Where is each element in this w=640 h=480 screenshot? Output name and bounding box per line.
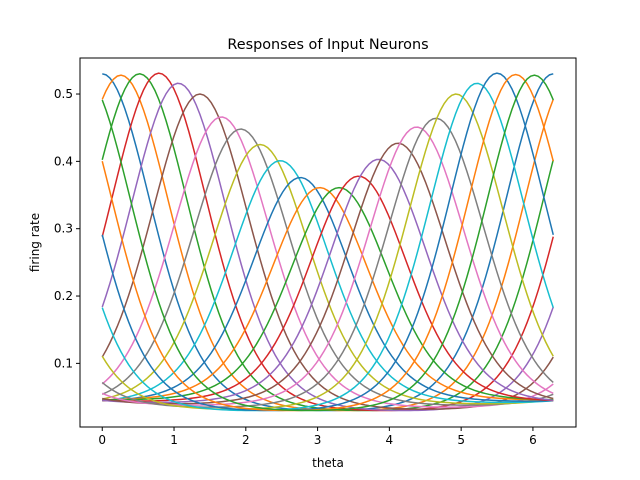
x-tick-label: 4: [386, 433, 394, 447]
series-line-11: [102, 176, 554, 402]
series-line-13: [102, 186, 554, 401]
series-line-14: [102, 175, 554, 402]
x-tick-label: 6: [529, 433, 537, 447]
series-line-19: [101, 93, 554, 410]
y-tick-label: 0.1: [54, 356, 73, 370]
series-line-2: [101, 74, 554, 412]
series-line-17: [101, 126, 554, 406]
chart-title: Responses of Input Neurons: [227, 37, 428, 53]
series-line-22: [101, 73, 554, 412]
y-tick-label: 0.2: [54, 289, 73, 303]
x-tick-label: 2: [242, 433, 250, 447]
series-line-21: [101, 72, 554, 412]
x-axis-label: theta: [312, 456, 344, 470]
series-line-9: [102, 143, 554, 405]
y-axis-ticks: 0.1 0.2 0.3 0.4 0.5: [54, 87, 80, 370]
series-line-23: [101, 74, 554, 412]
x-tick-label: 3: [314, 433, 322, 447]
series-line-10: [102, 160, 554, 404]
series-line-20: [101, 82, 554, 412]
y-tick-label: 0.3: [54, 222, 73, 236]
x-axis-ticks: 0 1 2 3 4 5 6: [98, 427, 537, 447]
series-layer: [101, 72, 554, 412]
series-line-16: [102, 142, 554, 405]
series-line-7: [101, 116, 554, 408]
y-tick-label: 0.4: [54, 154, 73, 168]
x-tick-label: 5: [457, 433, 465, 447]
y-axis-label: firing rate: [28, 213, 42, 272]
plot-frame: [79, 57, 577, 428]
x-tick-label: 1: [170, 433, 178, 447]
x-tick-label: 0: [98, 433, 106, 447]
y-tick-label: 0.5: [54, 87, 73, 101]
series-line-8: [101, 128, 554, 406]
